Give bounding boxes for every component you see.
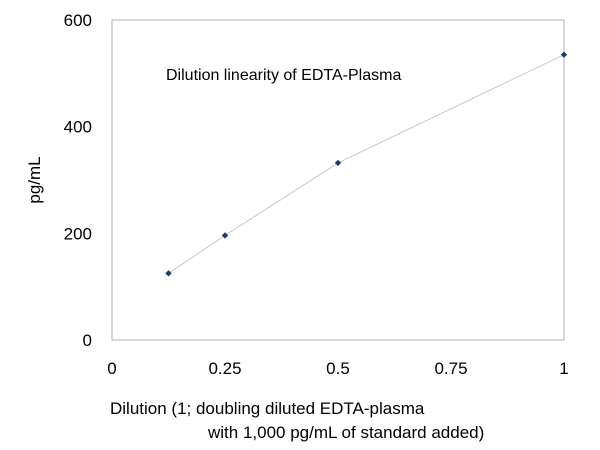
plot-area (111, 19, 565, 341)
x-tick-label: 0.5 (326, 359, 350, 378)
y-tick-label: 200 (64, 224, 92, 243)
data-point (560, 51, 568, 58)
y-axis-ticks: 0 200 400 600 (64, 11, 92, 350)
data-series (165, 51, 568, 277)
x-axis-ticks: 0 0.25 0.5 0.75 1 (107, 359, 568, 378)
y-tick-label: 400 (64, 118, 92, 137)
data-point (334, 159, 342, 167)
chart-annotation: Dilution linearity of EDTA-Plasma (166, 67, 401, 84)
x-tick-label: 0.25 (208, 359, 241, 378)
y-tick-label: 0 (83, 331, 92, 350)
series-line (168, 54, 565, 274)
y-tick-label: 600 (64, 11, 92, 30)
x-axis-title-line-1: Dilution (1; doubling diluted EDTA-plasm… (110, 399, 425, 418)
x-axis-title-line-2: with 1,000 pg/mL of standard added) (207, 423, 484, 442)
x-tick-label: 0.75 (434, 359, 467, 378)
x-tick-label: 1 (559, 359, 568, 378)
y-axis-title: pg/mL (25, 156, 44, 203)
x-tick-label: 0 (107, 359, 116, 378)
data-point (165, 270, 172, 277)
data-point (221, 232, 229, 239)
